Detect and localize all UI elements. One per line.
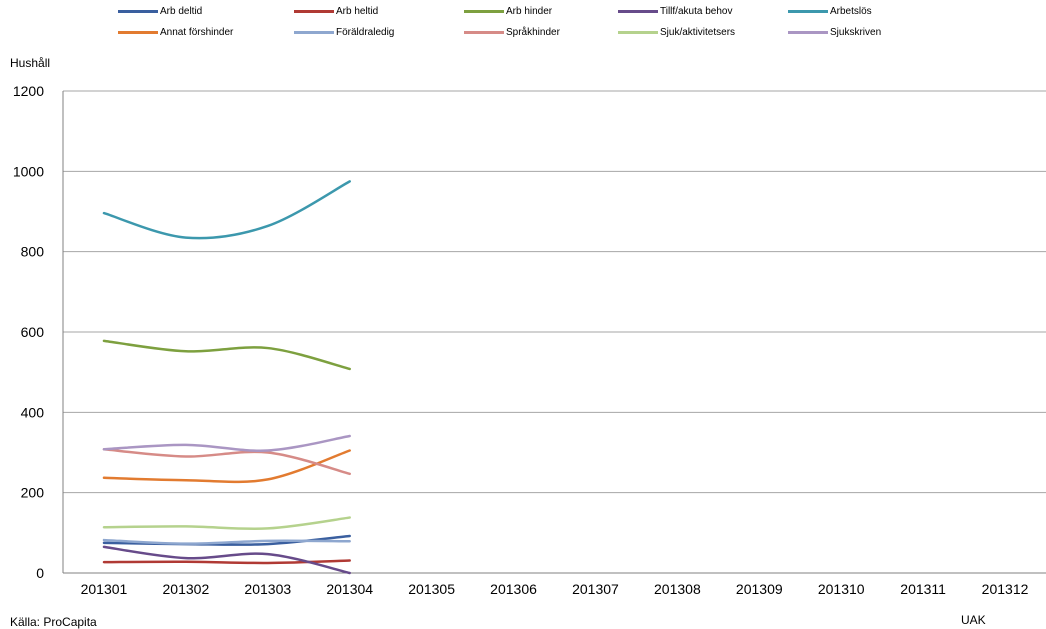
legend-item: Föräldraledig	[294, 27, 394, 38]
legend-swatch	[788, 31, 828, 34]
legend-label: Arbetslös	[830, 6, 872, 17]
series-line	[102, 538, 351, 545]
legend-label: Sjukskriven	[830, 27, 882, 38]
legend-item: Arb heltid	[294, 6, 378, 17]
y-tick-label: 400	[21, 404, 45, 420]
legend-swatch	[618, 10, 658, 13]
legend-label: Arb deltid	[160, 6, 203, 17]
series-line	[102, 448, 351, 476]
legend-item: Sjuk/aktivitetsers	[618, 27, 735, 38]
y-tick-label: 1000	[13, 163, 44, 179]
legend-swatch	[464, 31, 504, 34]
organization-label: UAK	[961, 613, 986, 627]
series-line	[102, 516, 351, 531]
legend-label: Annat förshinder	[160, 27, 234, 38]
series-line	[102, 545, 351, 575]
legend-label: Arb heltid	[336, 6, 379, 17]
gridlines	[63, 90, 1046, 494]
legend-item: Tillf/akuta behov	[618, 6, 732, 17]
series-line	[102, 180, 351, 240]
x-tick-label: 201302	[163, 581, 210, 597]
legend-item: Språkhinder	[464, 27, 560, 38]
x-tick-label: 201301	[81, 581, 128, 597]
x-tick-label: 201309	[736, 581, 783, 597]
series-line	[102, 339, 351, 371]
legend-label: Tillf/akuta behov	[660, 6, 733, 17]
legend-item: Arb deltid	[118, 6, 202, 17]
series-line	[102, 559, 351, 565]
series-lines	[102, 180, 351, 575]
legend-label: Sjuk/aktivitetsers	[660, 27, 736, 38]
y-tick-label: 600	[21, 324, 45, 340]
legend-item: Arb hinder	[464, 6, 552, 17]
axes	[62, 91, 1046, 574]
x-tick-label: 201304	[326, 581, 373, 597]
legend-swatch	[464, 10, 504, 13]
x-tick-label: 201307	[572, 581, 619, 597]
x-tick-labels: 201301 201302 201303 201304 201305 201306 2013…	[81, 581, 1029, 597]
legend-swatch	[294, 31, 334, 34]
legend-swatch	[118, 10, 158, 13]
legend-swatch	[294, 10, 334, 13]
legend-swatch	[118, 31, 158, 34]
legend-item: Annat förshinder	[118, 27, 233, 38]
x-tick-label: 201306	[490, 581, 537, 597]
legend-label: Språkhinder	[506, 27, 560, 38]
series-line	[102, 449, 351, 484]
legend-swatch	[618, 31, 658, 34]
series-line	[102, 434, 351, 452]
y-tick-label: 1200	[13, 83, 44, 99]
x-tick-label: 201310	[818, 581, 865, 597]
y-tick-label: 0	[36, 565, 44, 581]
x-tick-label: 201311	[900, 581, 946, 597]
y-axis-label: Hushåll	[10, 56, 51, 70]
legend-label: Arb hinder	[506, 6, 553, 17]
y-tick-label: 200	[21, 485, 45, 501]
x-tick-label: 201308	[654, 581, 701, 597]
x-tick-label: 201305	[408, 581, 455, 597]
legend-item: Sjukskriven	[788, 27, 881, 38]
legend-label: Föräldraledig	[336, 27, 395, 38]
x-tick-label: 201312	[982, 581, 1029, 597]
legend-swatch	[788, 10, 828, 13]
y-tick-labels: 0 200 400 600 800 1000 1200	[13, 83, 44, 581]
y-tick-label: 800	[21, 244, 45, 260]
x-tick-label: 201303	[244, 581, 291, 597]
source-note: Källa: ProCapita	[10, 615, 97, 629]
legend-item: Arbetslös	[788, 6, 872, 17]
